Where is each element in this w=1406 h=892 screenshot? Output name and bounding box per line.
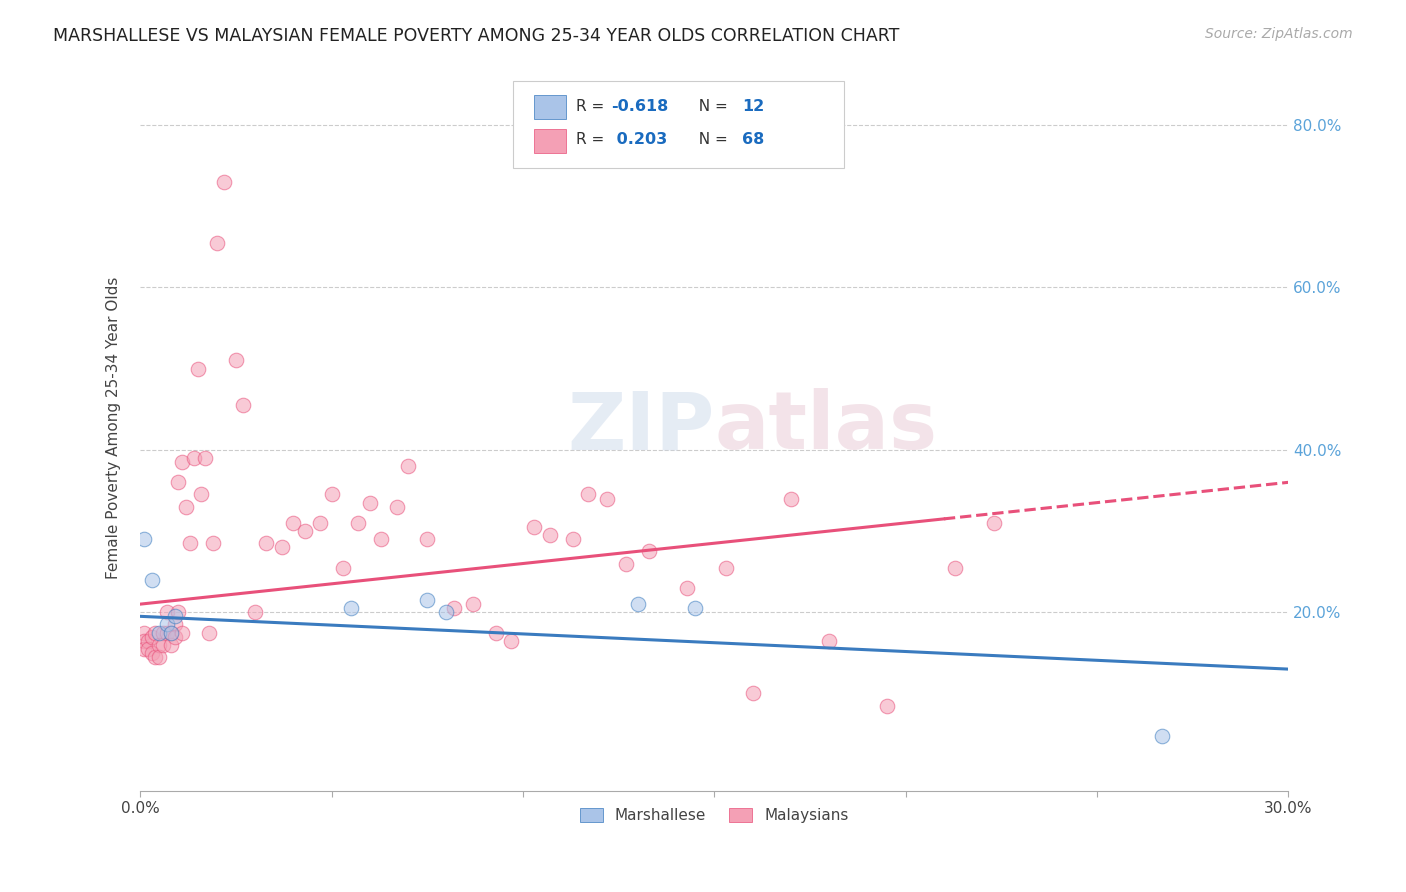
Text: 68: 68 [742, 132, 763, 147]
Legend: Marshallese, Malaysians: Marshallese, Malaysians [572, 800, 856, 830]
Point [485, 625, 508, 640]
Point [159, 625, 181, 640]
Point [463, 597, 485, 611]
Point [159, 638, 181, 652]
Point [194, 450, 217, 465]
Text: atlas: atlas [714, 389, 938, 467]
Point [283, 516, 305, 530]
Point [136, 641, 159, 656]
Point [1152, 729, 1174, 743]
Point [156, 625, 179, 640]
Point [225, 353, 247, 368]
Point [152, 638, 174, 652]
Point [167, 605, 190, 619]
Point [179, 536, 201, 550]
Point [676, 581, 699, 595]
Point [416, 593, 439, 607]
Point [183, 450, 205, 465]
Text: R =: R = [576, 99, 610, 113]
Point [141, 630, 163, 644]
Text: Source: ZipAtlas.com: Source: ZipAtlas.com [1205, 27, 1353, 41]
Point [385, 500, 408, 514]
Point [159, 625, 181, 640]
Point [983, 516, 1005, 530]
Point [339, 601, 361, 615]
Point [779, 491, 801, 506]
Point [434, 605, 457, 619]
Point [596, 491, 619, 506]
Point [163, 609, 186, 624]
Point [187, 361, 209, 376]
Point [321, 487, 343, 501]
Point [561, 532, 583, 546]
Point [141, 646, 163, 660]
Point [163, 617, 186, 632]
Point [163, 630, 186, 644]
Point [523, 520, 546, 534]
Point [148, 638, 170, 652]
Point [359, 495, 381, 509]
Point [132, 641, 155, 656]
Point [538, 528, 561, 542]
Point [332, 560, 354, 574]
Point [294, 524, 316, 538]
Point [136, 633, 159, 648]
Point [443, 601, 465, 615]
Text: 0.203: 0.203 [612, 132, 668, 147]
Point [132, 633, 155, 648]
Point [172, 455, 194, 469]
Point [270, 541, 292, 555]
Point [347, 516, 370, 530]
Point [627, 597, 650, 611]
Point [741, 686, 763, 700]
Point [683, 601, 706, 615]
Point [145, 649, 167, 664]
Y-axis label: Female Poverty Among 25-34 Year Olds: Female Poverty Among 25-34 Year Olds [107, 277, 121, 579]
Point [638, 544, 661, 558]
Point [876, 698, 898, 713]
Point [205, 235, 228, 250]
Point [818, 633, 841, 648]
Point [148, 625, 170, 640]
Point [167, 475, 190, 490]
FancyBboxPatch shape [513, 81, 844, 168]
Point [141, 573, 163, 587]
Point [132, 625, 155, 640]
Point [190, 487, 212, 501]
Point [309, 516, 332, 530]
Point [152, 625, 174, 640]
Point [172, 625, 194, 640]
Point [174, 500, 197, 514]
Point [156, 617, 179, 632]
Point [614, 557, 637, 571]
Point [198, 625, 221, 640]
Point [256, 536, 278, 550]
Point [148, 649, 170, 664]
Point [945, 560, 967, 574]
Text: 12: 12 [742, 99, 763, 113]
Point [501, 633, 523, 648]
Point [156, 605, 179, 619]
Bar [534, 128, 567, 153]
Point [396, 459, 419, 474]
Text: R =: R = [576, 132, 610, 147]
Text: MARSHALLESE VS MALAYSIAN FEMALE POVERTY AMONG 25-34 YEAR OLDS CORRELATION CHART: MARSHALLESE VS MALAYSIAN FEMALE POVERTY … [53, 27, 900, 45]
Text: N =: N = [689, 132, 733, 147]
Text: -0.618: -0.618 [612, 99, 668, 113]
Point [576, 487, 599, 501]
Text: ZIP: ZIP [567, 389, 714, 467]
Point [201, 536, 224, 550]
Point [370, 532, 392, 546]
Point [714, 560, 737, 574]
Point [243, 605, 266, 619]
Point [214, 175, 236, 189]
Point [132, 532, 155, 546]
Bar [534, 95, 567, 120]
Point [145, 625, 167, 640]
Text: N =: N = [689, 99, 733, 113]
Point [416, 532, 439, 546]
Point [232, 398, 254, 412]
